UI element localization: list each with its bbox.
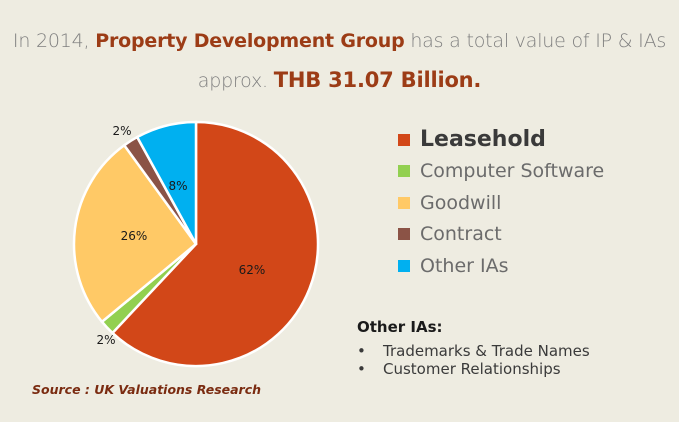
- source-note: Source : UK Valuations Research: [32, 382, 262, 397]
- list-item: • Trademarks & Trade Names: [357, 342, 590, 360]
- pie-slice-leasehold: [110, 120, 320, 368]
- pie-slice-other-ias: [135, 120, 198, 245]
- bullet-icon: •: [357, 360, 366, 378]
- legend-label: Contract: [420, 223, 502, 246]
- list-item-label: Trademarks & Trade Names: [383, 342, 590, 360]
- company-name: Property Development Group: [95, 30, 405, 52]
- headline-suffix: has a total value of IP & IAs: [404, 30, 667, 52]
- legend-item: Other IAs: [398, 250, 604, 282]
- legend-swatch: [398, 259, 410, 272]
- legend-label: Computer Software: [420, 160, 605, 183]
- legend-item: Goodwill: [398, 187, 604, 219]
- data-label-computer-software: 2%: [96, 333, 115, 347]
- list-item-label: Customer Relationships: [383, 360, 561, 378]
- pie-slice-goodwill: [72, 143, 198, 324]
- legend-label: Goodwill: [420, 191, 502, 214]
- data-label-other-ias: 8%: [168, 179, 187, 193]
- headline-intro: In 2014,: [12, 30, 96, 52]
- data-label-leasehold: 62%: [239, 263, 266, 277]
- list-item: • Customer Relationships: [357, 360, 590, 378]
- chart-legend: Leasehold Computer Software Goodwill Contra…: [398, 124, 604, 282]
- legend-item: Computer Software: [398, 156, 604, 188]
- total-value: THB 31.07 Billion.: [273, 68, 482, 92]
- data-label-goodwill: 26%: [121, 229, 148, 243]
- legend-swatch: [398, 228, 410, 241]
- other-ias-title: Other IAs:: [357, 318, 443, 336]
- legend-swatch: [398, 165, 410, 178]
- legend-swatch: [398, 133, 410, 146]
- headline-line-2: approx. THB 31.07 Billion.: [0, 68, 679, 92]
- legend-item: Contract: [398, 219, 604, 251]
- headline-line-1: In 2014, Property Development Group has …: [0, 30, 679, 52]
- legend-swatch: [398, 196, 410, 209]
- legend-label: Other IAs: [420, 254, 509, 277]
- legend-item: Leasehold: [398, 124, 604, 156]
- legend-label: Leasehold: [420, 127, 546, 153]
- other-ias-list: • Trademarks & Trade Names • Customer Rela…: [357, 342, 590, 378]
- pie-chart: 62% 2% 26% 2% 8%: [72, 120, 320, 368]
- data-label-contract: 2%: [112, 124, 131, 138]
- bullet-icon: •: [357, 342, 366, 360]
- headline-approx: approx.: [197, 70, 274, 92]
